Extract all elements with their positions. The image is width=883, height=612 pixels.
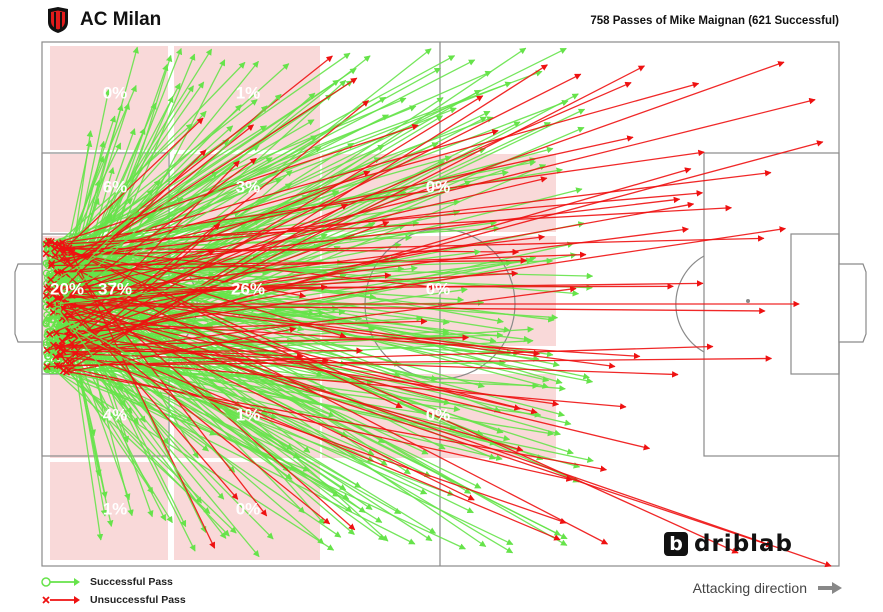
- zone-labels: 0% 1% 6% 3% 0% 20% 37% 26% 0% 4% 1% 0% 1% 0%: [50, 83, 450, 518]
- unsuccessful-pass: [52, 353, 627, 410]
- unsuccessful-pass: [54, 97, 816, 292]
- unsuccessful-pass: [62, 326, 297, 376]
- zone-share-label: 1%: [103, 499, 128, 518]
- unsuccessful-pass: [68, 100, 370, 347]
- attacking-direction-label: Attacking direction: [692, 580, 807, 596]
- zone-share-label: 3%: [236, 177, 261, 196]
- brand-name: driblab: [694, 531, 794, 557]
- unsuccessful-pass: [58, 244, 520, 256]
- unsuccessful-pass: [54, 295, 832, 568]
- unsuccessful-pass: [58, 149, 705, 247]
- successful-pass: [70, 326, 402, 515]
- legend-successful: Successful Pass: [40, 573, 186, 591]
- legend-unsuccessful-label: Unsuccessful Pass: [90, 594, 186, 606]
- unsuccessful-pass: [70, 167, 692, 351]
- zone-tint: [174, 46, 320, 150]
- successful-pass: [62, 146, 322, 298]
- legend: Successful Pass Unsuccessful Pass: [40, 573, 186, 609]
- successful-pass: [49, 315, 162, 347]
- unsuccessful-pass-icon: [42, 596, 80, 604]
- zone-share-label: 26%: [231, 279, 265, 298]
- zone-share-label: 0%: [103, 83, 128, 102]
- chart-subtitle: 758 Passes of Mike Maignan (621 Successf…: [590, 15, 839, 27]
- unsuccessful-pass: [51, 235, 765, 259]
- zone-share-label: 0%: [426, 405, 451, 424]
- zone-share-label: 1%: [236, 405, 261, 424]
- unsuccessful-pass: [53, 355, 773, 369]
- right-penalty-spot: [746, 299, 750, 303]
- club-crest-icon: [48, 7, 68, 33]
- zone-share-label: 6%: [103, 177, 128, 196]
- passes-layer: [42, 46, 832, 568]
- goals: [14, 263, 867, 343]
- zone-share-label: 4%: [103, 405, 128, 424]
- successful-pass: [54, 67, 442, 282]
- zone-share-label: 37%: [98, 279, 132, 298]
- team-name: AC Milan: [80, 9, 162, 30]
- unsuccessful-pass: [43, 285, 538, 415]
- successful-pass-icon: [41, 577, 80, 587]
- zone-share-label: 1%: [236, 83, 261, 102]
- unsuccessful-pass: [58, 220, 390, 345]
- successful-pass: [54, 305, 202, 504]
- unsuccessful-pass: [46, 81, 632, 338]
- successful-pass: [54, 249, 481, 308]
- unsuccessful-pass: [46, 272, 392, 309]
- unsuccessful-pass: [62, 223, 221, 365]
- header: AC Milan 758 Passes of Mike Maignan (621…: [0, 0, 883, 40]
- zone-share-label: 0%: [426, 177, 451, 196]
- unsuccessful-pass: [48, 81, 700, 267]
- zone-share-label: 0%: [236, 499, 261, 518]
- zone-share-label: 0%: [426, 279, 451, 298]
- legend-successful-label: Successful Pass: [90, 576, 173, 588]
- attacking-direction: Attacking direction: [693, 580, 843, 596]
- legend-unsuccessful: Unsuccessful Pass: [40, 591, 186, 609]
- zone-share-label: 20%: [50, 279, 84, 298]
- arrow-right-icon: [818, 582, 842, 594]
- unsuccessful-pass: [52, 329, 560, 407]
- brand-mark-icon: b: [664, 532, 688, 556]
- unsuccessful-pass: [42, 176, 548, 300]
- successful-pass: [54, 310, 362, 488]
- unsuccessful-pass: [55, 343, 329, 364]
- unsuccessful-pass: [68, 291, 616, 369]
- brand-logo: b driblab: [664, 531, 793, 557]
- successful-pass: [62, 104, 242, 287]
- left-goal: [14, 263, 43, 343]
- right-goal: [838, 263, 867, 343]
- unsuccessful-pass: [43, 343, 714, 371]
- unsuccessful-pass: [54, 196, 681, 277]
